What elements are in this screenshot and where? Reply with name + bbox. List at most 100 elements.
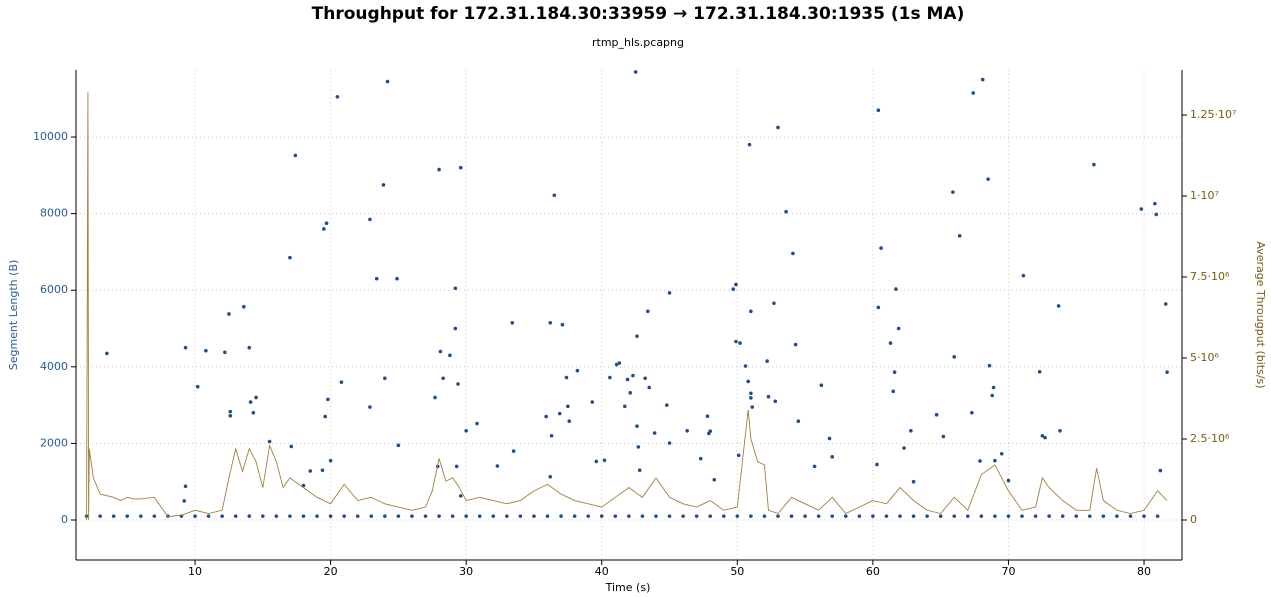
segment-point: [762, 514, 767, 518]
segment-point: [195, 384, 200, 389]
segment-point: [228, 414, 233, 418]
x-tick-label: 50: [730, 565, 744, 578]
segment-point: [986, 177, 990, 181]
segment-point: [532, 514, 536, 518]
segment-point: [635, 424, 639, 428]
segment-point: [396, 514, 401, 518]
segment-point: [681, 514, 685, 518]
segment-point: [743, 364, 748, 368]
segment-point: [308, 469, 313, 473]
segment-point: [247, 345, 252, 350]
segment-point: [1153, 201, 1157, 206]
segment-point: [227, 312, 231, 316]
segment-point: [796, 419, 801, 424]
segment-point: [646, 309, 650, 314]
segment-point: [970, 410, 974, 415]
y2-tick-label: 1.25·10⁷: [1190, 108, 1236, 121]
segment-point: [1006, 514, 1011, 518]
segment-point: [385, 79, 390, 84]
segment-point: [617, 361, 622, 365]
y2-tick-label: 1·10⁷: [1190, 189, 1219, 202]
segment-point: [477, 514, 482, 518]
segment-point: [938, 514, 943, 518]
segment-point: [323, 414, 327, 419]
segment-point: [139, 514, 143, 518]
y-tick-label: 8000: [40, 207, 68, 220]
segment-point: [635, 334, 639, 338]
segment-point: [335, 95, 340, 99]
segment-point: [911, 514, 916, 518]
segment-point: [545, 514, 550, 518]
segment-point: [667, 514, 672, 518]
segment-point: [952, 514, 957, 518]
segment-point: [220, 514, 224, 518]
segment-point: [395, 276, 399, 281]
segment-point: [423, 514, 428, 518]
chart-subtitle: rtmp_hls.pcapng: [592, 36, 684, 49]
segment-point: [765, 359, 769, 363]
segment-point: [884, 514, 889, 518]
segment-point: [965, 514, 970, 518]
segment-point: [633, 70, 638, 74]
segment-point: [548, 320, 553, 325]
segment-point: [791, 251, 795, 256]
segment-point: [978, 459, 982, 463]
segment-point: [288, 255, 292, 260]
segment-point: [1092, 162, 1096, 167]
segment-point: [590, 400, 595, 404]
segment-point: [183, 484, 188, 489]
x-tick-label: 10: [188, 565, 202, 578]
segment-point: [182, 499, 186, 503]
segment-point: [749, 396, 753, 400]
segment-point: [342, 514, 346, 518]
segment-point: [902, 446, 906, 450]
segment-point: [456, 382, 460, 386]
segment-point: [613, 514, 618, 518]
segment-point: [454, 464, 459, 469]
segment-point: [979, 514, 984, 518]
segment-point: [602, 458, 607, 463]
segment-point: [567, 419, 572, 424]
segment-point: [326, 397, 330, 402]
segment-point: [712, 478, 717, 482]
segment-point: [328, 514, 333, 518]
segment-point: [511, 449, 516, 453]
segment-point: [708, 514, 713, 518]
segment-point: [410, 514, 414, 518]
y-tick-label: 2000: [40, 436, 68, 449]
segment-point: [749, 309, 753, 314]
segment-point: [776, 125, 780, 130]
segment-point: [1158, 468, 1163, 473]
segment-point: [647, 385, 652, 390]
segment-point: [789, 514, 794, 518]
segment-point: [708, 429, 713, 433]
segment-point: [999, 451, 1004, 456]
segment-point: [464, 514, 468, 518]
segment-point: [614, 362, 619, 367]
segment-point: [193, 514, 197, 518]
segment-point: [105, 351, 109, 356]
y2-tick-label: 7.5·10⁶: [1190, 270, 1230, 283]
segment-point: [396, 443, 401, 448]
segment-point: [441, 376, 445, 381]
segment-point: [736, 453, 741, 458]
segment-point: [1142, 514, 1146, 518]
segment-point: [1033, 514, 1038, 518]
segment-point: [586, 514, 590, 518]
segment-point: [925, 514, 929, 518]
segment-point: [843, 514, 848, 518]
segment-point: [448, 353, 452, 358]
segment-point: [876, 108, 881, 113]
segment-point: [857, 514, 862, 518]
segment-point: [274, 514, 279, 518]
segment-point: [1088, 514, 1092, 518]
segment-point: [251, 410, 256, 415]
segment-point: [1165, 370, 1169, 374]
segment-point: [909, 428, 913, 433]
segment-point: [453, 326, 458, 331]
segment-point: [980, 77, 985, 82]
segment-point: [731, 287, 736, 291]
segment-point: [1128, 514, 1133, 518]
segment-point: [1020, 514, 1024, 518]
segment-point: [98, 514, 102, 518]
